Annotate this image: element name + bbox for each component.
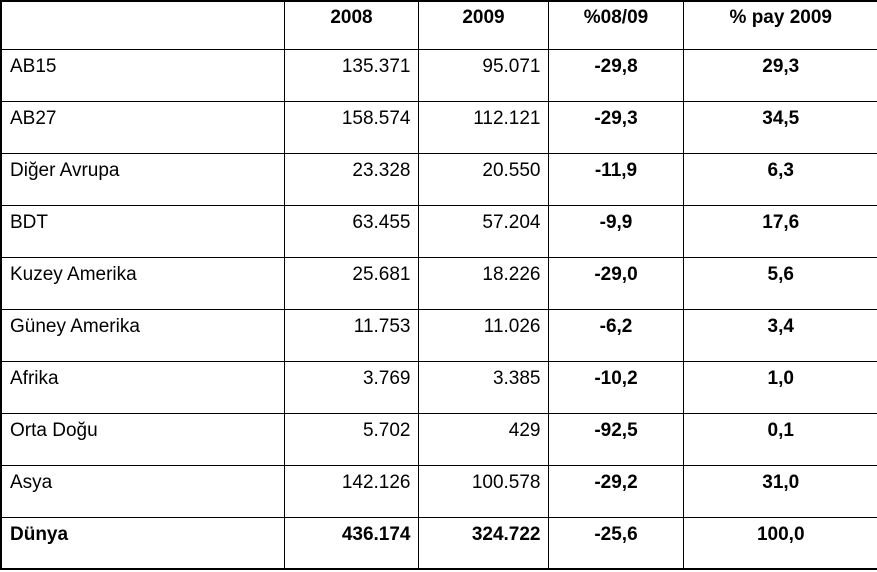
value-2009-cell: 20.550 <box>417 152 549 206</box>
value-2008-cell: 63.455 <box>283 204 419 258</box>
value-2008-cell: 3.769 <box>283 360 419 414</box>
value-2009-cell: 18.226 <box>417 256 549 310</box>
table-row: AB15 135.371 95.071 -29,8 29,3 <box>0 48 877 102</box>
value-2008-cell: 11.753 <box>283 308 419 362</box>
share-2009-cell: 100,0 <box>682 516 877 570</box>
row-label-cell: Afrika <box>0 360 285 414</box>
share-2009-cell: 6,3 <box>682 152 877 206</box>
header-row: 2008 2009 %08/09 % pay 2009 <box>0 0 877 50</box>
pct-change-cell: -29,2 <box>547 464 684 518</box>
table-row: Dünya 436.174 324.722 -25,6 100,0 <box>0 516 877 570</box>
pct-change-cell: -9,9 <box>547 204 684 258</box>
pct-change-cell: -29,8 <box>547 48 684 102</box>
table-row: AB27 158.574 112.121 -29,3 34,5 <box>0 100 877 154</box>
value-2008-cell: 436.174 <box>283 516 419 570</box>
share-2009-cell: 5,6 <box>682 256 877 310</box>
share-2009-cell: 17,6 <box>682 204 877 258</box>
row-label-cell: AB15 <box>0 48 285 102</box>
row-label-cell: Kuzey Amerika <box>0 256 285 310</box>
value-2008-cell: 135.371 <box>283 48 419 102</box>
column-header-region <box>0 0 285 50</box>
value-2009-cell: 429 <box>417 412 549 466</box>
row-label-cell: BDT <box>0 204 285 258</box>
pct-change-cell: -10,2 <box>547 360 684 414</box>
pct-change-cell: -6,2 <box>547 308 684 362</box>
table-row: Afrika 3.769 3.385 -10,2 1,0 <box>0 360 877 414</box>
table-row: Güney Amerika 11.753 11.026 -6,2 3,4 <box>0 308 877 362</box>
value-2009-cell: 11.026 <box>417 308 549 362</box>
value-2009-cell: 112.121 <box>417 100 549 154</box>
row-label-cell: Asya <box>0 464 285 518</box>
table-row: Asya 142.126 100.578 -29,2 31,0 <box>0 464 877 518</box>
pct-change-cell: -29,3 <box>547 100 684 154</box>
column-header-2009: 2009 <box>417 0 549 50</box>
pct-change-cell: -25,6 <box>547 516 684 570</box>
value-2008-cell: 5.702 <box>283 412 419 466</box>
column-header-share-2009: % pay 2009 <box>682 0 877 50</box>
value-2009-cell: 3.385 <box>417 360 549 414</box>
table-row: Diğer Avrupa 23.328 20.550 -11,9 6,3 <box>0 152 877 206</box>
value-2008-cell: 158.574 <box>283 100 419 154</box>
share-2009-cell: 0,1 <box>682 412 877 466</box>
column-header-2008: 2008 <box>283 0 419 50</box>
table-row: Kuzey Amerika 25.681 18.226 -29,0 5,6 <box>0 256 877 310</box>
column-header-pct-change: %08/09 <box>547 0 684 50</box>
value-2008-cell: 25.681 <box>283 256 419 310</box>
row-label-cell: Güney Amerika <box>0 308 285 362</box>
pct-change-cell: -11,9 <box>547 152 684 206</box>
table-header: 2008 2009 %08/09 % pay 2009 <box>0 0 877 50</box>
table-row: Orta Doğu 5.702 429 -92,5 0,1 <box>0 412 877 466</box>
value-2009-cell: 95.071 <box>417 48 549 102</box>
table-row: BDT 63.455 57.204 -9,9 17,6 <box>0 204 877 258</box>
row-label-cell: AB27 <box>0 100 285 154</box>
share-2009-cell: 34,5 <box>682 100 877 154</box>
share-2009-cell: 1,0 <box>682 360 877 414</box>
value-2008-cell: 142.126 <box>283 464 419 518</box>
share-2009-cell: 29,3 <box>682 48 877 102</box>
value-2008-cell: 23.328 <box>283 152 419 206</box>
share-2009-cell: 31,0 <box>682 464 877 518</box>
row-label-cell: Dünya <box>0 516 285 570</box>
row-label-cell: Orta Doğu <box>0 412 285 466</box>
share-2009-cell: 3,4 <box>682 308 877 362</box>
value-2009-cell: 324.722 <box>417 516 549 570</box>
row-label-cell: Diğer Avrupa <box>0 152 285 206</box>
value-2009-cell: 100.578 <box>417 464 549 518</box>
table-body: AB15 135.371 95.071 -29,8 29,3 AB27 158.… <box>0 48 877 570</box>
pct-change-cell: -92,5 <box>547 412 684 466</box>
value-2009-cell: 57.204 <box>417 204 549 258</box>
pct-change-cell: -29,0 <box>547 256 684 310</box>
